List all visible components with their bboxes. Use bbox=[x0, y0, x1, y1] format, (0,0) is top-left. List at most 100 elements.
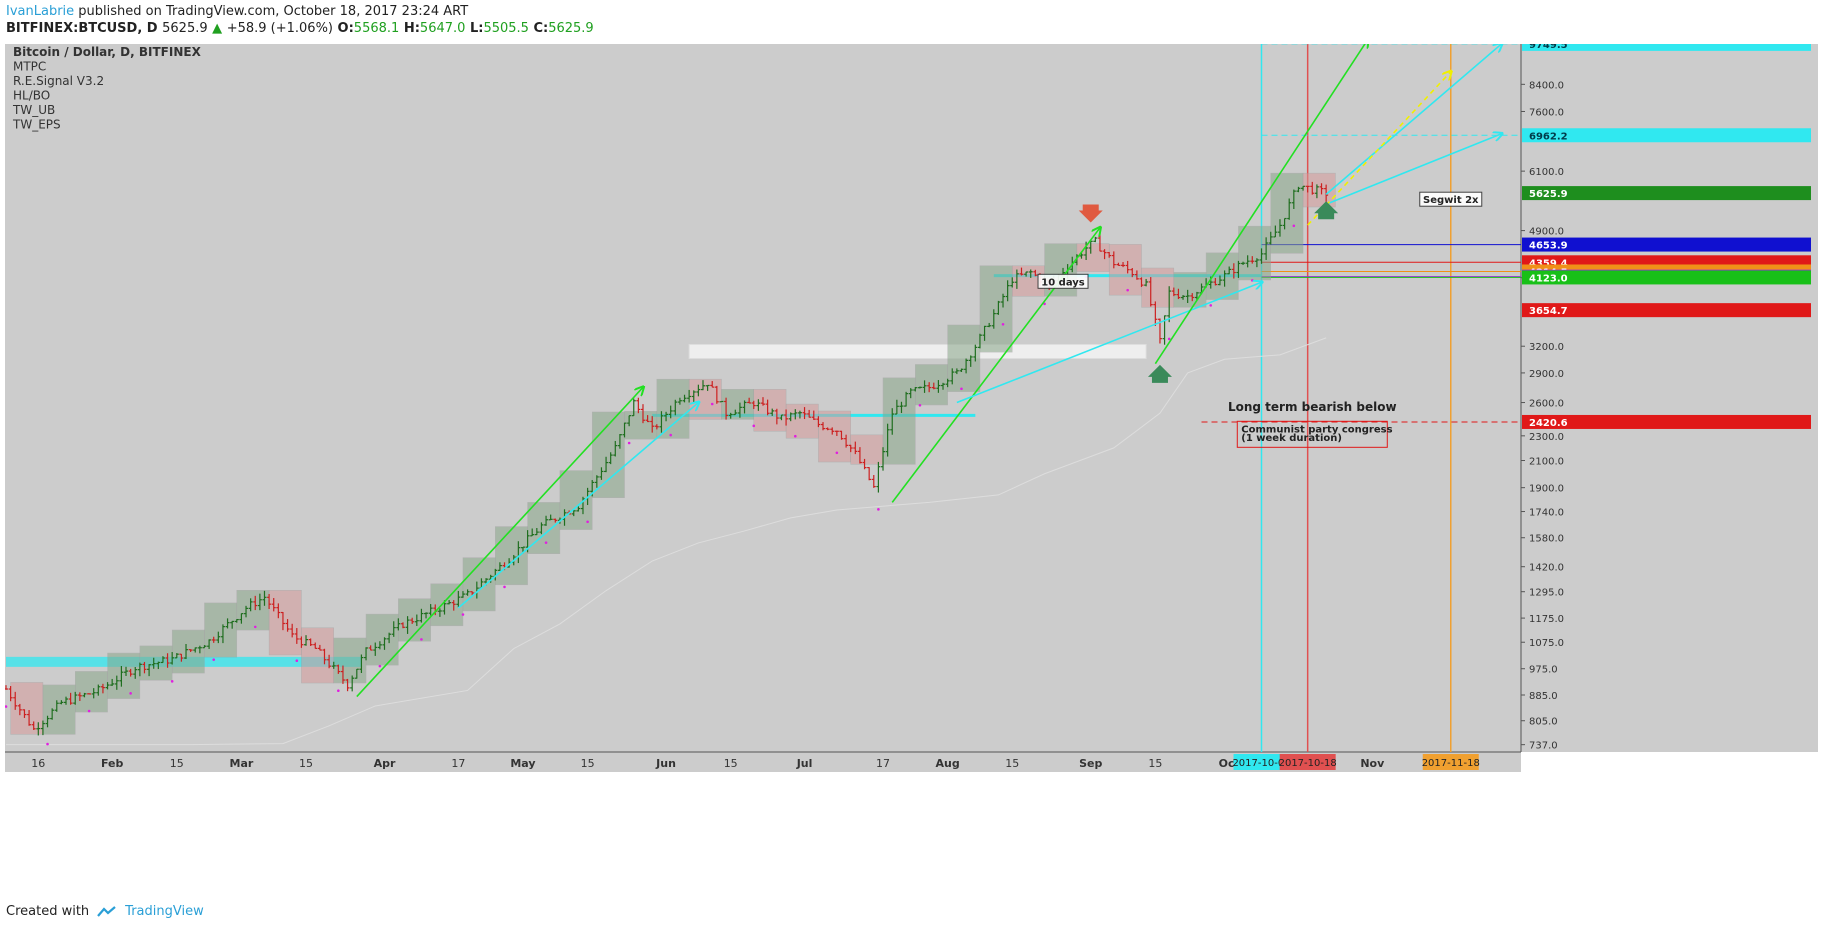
congress-note-box bbox=[1236, 420, 1388, 448]
date-marker-badge bbox=[1279, 754, 1336, 770]
footer: Created with TradingView bbox=[6, 904, 204, 919]
y-tick-label: 1740.0 bbox=[1529, 508, 1564, 519]
signal-dot bbox=[253, 625, 257, 629]
x-tick-label: Nov bbox=[1360, 757, 1385, 770]
weekly-zone-box bbox=[204, 602, 238, 658]
y-tick-label: 805.0 bbox=[1529, 717, 1558, 728]
weekly-zone-box bbox=[42, 684, 76, 735]
level-badge-label: 6962.2 bbox=[1529, 131, 1568, 142]
tradingview-brand-link[interactable]: TradingView bbox=[125, 904, 204, 919]
y-tick-label: 6100.0 bbox=[1529, 167, 1564, 178]
level-badge bbox=[1522, 237, 1811, 252]
weekly-zone-box bbox=[818, 410, 851, 463]
publish-line: IvanLabrie published on TradingView.com,… bbox=[6, 4, 468, 19]
y-tick-label: 885.0 bbox=[1529, 691, 1558, 702]
symbol-line: BITFINEX:BTCUSD, D 5625.9 ▲ +58.9 (+1.06… bbox=[6, 21, 594, 36]
bearish-note: Long term bearish below bbox=[1228, 400, 1397, 414]
chart-area[interactable]: 737.0 805.0 885.0 975.0 1075.0 1175.0 1295.0 14… bbox=[4, 44, 1818, 894]
chart-header: IvanLabrie published on TradingView.com,… bbox=[0, 0, 1824, 44]
y-tick-label: 975.0 bbox=[1529, 665, 1558, 676]
y-tick-label: 4900.0 bbox=[1529, 227, 1564, 238]
trailing-stop-line bbox=[6, 337, 1327, 746]
signal-dot bbox=[337, 689, 340, 692]
ten-days-label-box bbox=[1037, 273, 1089, 289]
y-tick-label: 3200.0 bbox=[1529, 342, 1564, 353]
signal-dot bbox=[295, 659, 299, 663]
created-with-text: Created with bbox=[6, 904, 90, 919]
signal-dot bbox=[1209, 304, 1213, 307]
ten-days-label: 10 days bbox=[1041, 277, 1085, 288]
level-badge-label: 4359.4 bbox=[1529, 258, 1568, 269]
high-value: 5647.0 bbox=[419, 21, 466, 36]
signal-dot bbox=[1292, 224, 1296, 228]
trend-arrow bbox=[1154, 44, 1367, 365]
date-marker-label: 2017-10-18 bbox=[1279, 758, 1337, 769]
weekly-zone-box bbox=[785, 403, 819, 439]
level-badge-label: 3654.7 bbox=[1529, 306, 1568, 317]
trend-arrow bbox=[1325, 44, 1501, 195]
indicator-legend-item: Bitcoin / Dollar, D, BITFINEX bbox=[13, 45, 202, 59]
date-marker-badge bbox=[1233, 754, 1290, 770]
level-badge bbox=[1522, 128, 1811, 143]
trend-arrow bbox=[956, 282, 1262, 404]
buy-signal-arrow-icon bbox=[1314, 201, 1339, 220]
weekly-zone-box bbox=[1173, 272, 1207, 308]
indicator-legend-item: MTPC bbox=[13, 60, 46, 74]
y-tick-label: 1900.0 bbox=[1529, 484, 1564, 495]
signal-dot bbox=[129, 692, 132, 695]
signal-dot bbox=[960, 387, 963, 391]
signal-dot bbox=[586, 520, 589, 524]
trend-arrow bbox=[1307, 72, 1451, 226]
symbol-name: BITFINEX:BTCUSD, D bbox=[6, 21, 158, 36]
y-tick-label: 7600.0 bbox=[1529, 107, 1564, 118]
signal-dot bbox=[4, 705, 8, 708]
level-badge-label: 4653.9 bbox=[1529, 241, 1568, 252]
weekly-zone-box bbox=[1270, 172, 1304, 254]
open-label: O: bbox=[337, 21, 354, 36]
level-badge-label: 9749.5 bbox=[1529, 44, 1568, 51]
x-tick-label: May bbox=[510, 757, 535, 770]
sell-signal-arrow-icon bbox=[1078, 204, 1103, 223]
signal-dot bbox=[918, 403, 922, 407]
y-tick-label: 737.0 bbox=[1529, 741, 1558, 752]
x-tick-label: 15 bbox=[1148, 757, 1162, 770]
tradingview-logo-icon bbox=[97, 905, 116, 917]
low-label: L: bbox=[469, 21, 484, 36]
y-tick-label: 1175.0 bbox=[1529, 614, 1564, 625]
close-value: 5625.9 bbox=[548, 21, 594, 36]
signal-dot bbox=[877, 508, 880, 511]
published-text: published on TradingView.com, October 18… bbox=[78, 4, 469, 19]
trend-arrow bbox=[1325, 134, 1501, 205]
segwit-label: Segwit 2x bbox=[1423, 195, 1479, 206]
weekly-zone-box bbox=[107, 652, 141, 699]
weekly-zone-box bbox=[850, 434, 884, 465]
signal-dot bbox=[1250, 279, 1254, 282]
indicator-legend-item: TW_EPS bbox=[12, 118, 61, 132]
weekly-zone-box bbox=[979, 265, 1013, 353]
time-axis-background bbox=[5, 752, 1521, 772]
x-tick-label: 15 bbox=[299, 757, 313, 770]
weekly-zone-box bbox=[882, 377, 916, 465]
signal-dot bbox=[46, 742, 49, 746]
price-axis-background bbox=[1521, 44, 1818, 752]
signal-dot bbox=[1126, 288, 1129, 292]
y-tick-label: 8400.0 bbox=[1529, 80, 1564, 91]
x-tick-label: Jul bbox=[796, 757, 813, 770]
x-tick-label: 17 bbox=[876, 757, 890, 770]
y-tick-label: 2900.0 bbox=[1529, 369, 1564, 380]
indicator-legend-item: HL/BO bbox=[13, 89, 50, 103]
y-tick-label: 1295.0 bbox=[1529, 588, 1564, 599]
buy-signal-arrow-icon bbox=[1147, 364, 1172, 383]
indicator-legend-item: TW_UB bbox=[12, 103, 55, 117]
level-badge bbox=[1522, 186, 1811, 201]
trend-arrow bbox=[891, 228, 1100, 503]
congress-note-line1: Communist party congress bbox=[1241, 424, 1392, 435]
below-chart-area bbox=[5, 752, 1818, 894]
weekly-zone-box bbox=[721, 389, 755, 420]
price-chart-svg[interactable]: 737.0 805.0 885.0 975.0 1075.0 1175.0 1295.0 14… bbox=[4, 44, 1818, 894]
congress-note-line2: (1 week duration) bbox=[1241, 433, 1342, 444]
date-marker-label: 2017-11-18 bbox=[1422, 758, 1480, 769]
weekly-zone-box bbox=[301, 627, 334, 684]
trend-arrow bbox=[457, 403, 698, 609]
author-link[interactable]: IvanLabrie bbox=[6, 4, 75, 19]
